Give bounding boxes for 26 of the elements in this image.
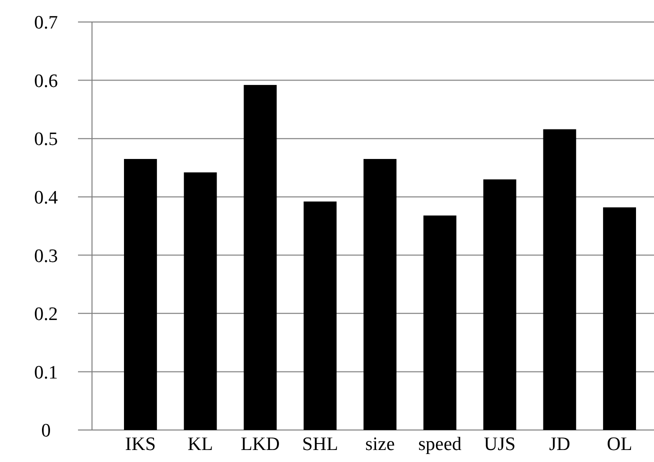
- x-tick-label: JD: [549, 434, 570, 455]
- x-tick-label: OL: [606, 434, 632, 455]
- x-tick-label: IKS: [125, 434, 156, 455]
- y-tick-label: 0.2: [34, 304, 58, 326]
- x-tick-label: UJS: [484, 434, 516, 455]
- bar: [483, 179, 516, 430]
- bar: [423, 216, 456, 430]
- y-tick-label: 0.1: [34, 362, 58, 384]
- x-tick-label: KL: [188, 434, 214, 455]
- bar: [543, 129, 576, 430]
- x-tick-label: size: [365, 434, 395, 455]
- y-tick-label: 0.4: [34, 188, 58, 209]
- bar: [124, 158, 157, 430]
- x-tick-label: SHL: [302, 434, 338, 455]
- bar: [364, 158, 396, 430]
- y-tick-label: 0.3: [34, 246, 58, 267]
- y-tick-label: 0.5: [34, 129, 58, 150]
- bar: [603, 207, 636, 430]
- bar: [184, 172, 217, 430]
- y-tick-label: 0: [41, 420, 51, 442]
- x-tick-label: LKD: [240, 434, 280, 455]
- bar: [244, 84, 277, 430]
- y-tick-label: 0.6: [34, 70, 58, 92]
- y-tick-label: 0.7: [34, 12, 58, 34]
- x-tick-label: speed: [418, 434, 462, 455]
- bar: [304, 202, 337, 430]
